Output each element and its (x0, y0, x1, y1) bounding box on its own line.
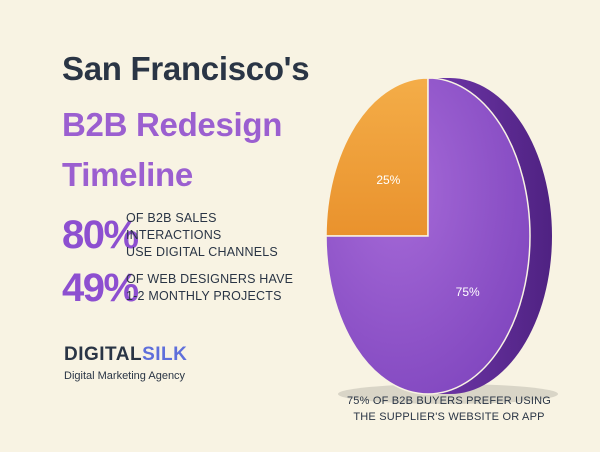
stat-block: 80% OF B2B SALES INTERACTIONS USE DIGITA… (62, 210, 296, 261)
chart-caption: 75% OF B2B BUYERS PREFER USING THE SUPPL… (330, 394, 568, 426)
pie-slice-label: 25% (376, 173, 400, 187)
title-line-3: Timeline (62, 156, 193, 193)
caption-line: THE SUPPLIER'S WEBSITE OR APP (353, 410, 545, 423)
pie-side (428, 78, 552, 394)
stat-text-line: OF WEB DESIGNERS HAVE (126, 272, 294, 287)
caption-line: 75% OF B2B BUYERS PREFER USING (346, 395, 552, 407)
stat-text-line: OF B2B SALES INTERACTIONS (126, 211, 222, 242)
title-line-2: B2B Redesign (62, 106, 283, 143)
brand-logo: DIGITALSILK (64, 345, 187, 364)
stat-block: 49% OF WEB DESIGNERS HAVE 1-2 MONTHLY PR… (62, 268, 296, 308)
logo-part-2: SILK (142, 344, 188, 365)
pie-slice-orange (325, 77, 429, 237)
logo-part-1: DIGITAL (64, 344, 143, 365)
stat-text-line: USE DIGITAL CHANNELS (126, 244, 278, 259)
brand-tagline: Digital Marketing Agency (64, 370, 186, 382)
stat-text-line: 1-2 MONTHLY PROJECTS (126, 289, 282, 303)
title-line-1: San Francisco's (62, 50, 310, 87)
stat-description: OF WEB DESIGNERS HAVE 1-2 MONTHLY PROJEC… (126, 271, 296, 305)
pie-slice-label: 75% (456, 285, 480, 299)
pie-slice-purple (325, 77, 531, 395)
stat-description: OF B2B SALES INTERACTIONS USE DIGITAL CH… (126, 210, 296, 261)
